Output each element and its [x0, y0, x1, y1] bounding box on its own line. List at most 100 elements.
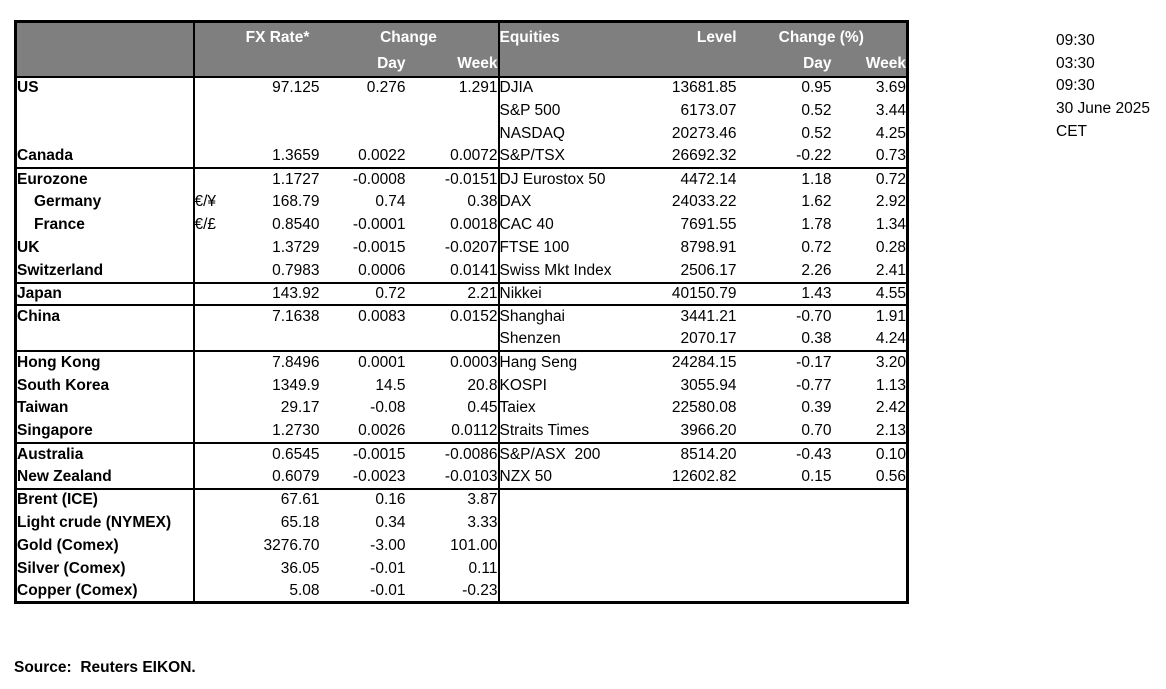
currency-pair-cell [193, 350, 236, 375]
equity-day-change-cell: 0.52 [801, 124, 832, 142]
equity-level-cell: 7691.55 [680, 216, 737, 234]
equity-week-change-cell: 3.69 [875, 79, 906, 97]
equity-day-change-cell: 0.72 [801, 239, 832, 257]
currency-pair-cell [194, 534, 236, 557]
equity-level-cell: 26692.32 [671, 147, 737, 165]
fx-day-change-cell: 14.5 [375, 376, 406, 394]
fx-week-change-cell: 0.0152 [405, 304, 500, 329]
equity-name-cell: Shenzen [499, 330, 561, 348]
table-row: Eurozone 1.1727 -0.0008 -0.0151 DJ Euros… [15, 167, 908, 191]
corner-cell [15, 21, 195, 53]
fx-day-change-cell: -0.0015 [352, 239, 406, 257]
fx-rate-cell: 7.8496 [235, 350, 320, 375]
market-data-table: FX Rate* Change Equities Level Change (%… [14, 20, 909, 605]
level-header: Level [650, 21, 737, 53]
header-spacer [15, 52, 195, 78]
fx-week-change-cell: -0.0207 [405, 236, 500, 260]
equity-level-cell: 2070.17 [680, 330, 737, 348]
timestamp-line: CET [1056, 122, 1087, 140]
table-row: Germany €/¥ 168.79 0.74 0.38 DAX 24033.2… [15, 190, 908, 214]
table-row: Light crude (NYMEX) 65.18 0.34 3.33 [15, 511, 908, 535]
table-row: Canada 1.3659 0.0022 0.0072 S&P/TSX 2669… [15, 145, 908, 169]
equity-level-cell [651, 580, 737, 603]
fx-rate-cell: 7.1638 [235, 304, 320, 329]
equity-level-cell: 2506.17 [680, 261, 737, 279]
fx-week-change-cell: 0.0072 [405, 145, 500, 169]
fx-rate-cell: 1.2730 [272, 421, 320, 439]
equity-name-cell: Taiex [499, 399, 536, 417]
currency-pair-cell [194, 145, 236, 168]
fx-day-change-cell: -3.00 [370, 536, 406, 554]
equity-level-cell: 22580.08 [671, 399, 737, 417]
currency-pair-cell: €/¥ [194, 193, 217, 211]
fx-week-change-cell: 0.0112 [405, 419, 500, 443]
fx-rate-cell: 0.8540 [272, 216, 320, 234]
fx-rate-cell: 143.92 [235, 281, 320, 306]
fx-day-change-cell: 0.0001 [319, 350, 406, 375]
fx-day-change-cell: -0.0015 [319, 441, 406, 466]
country-name-cell: Japan [15, 281, 195, 306]
table-body: US 97.125 0.276 1.291 DJIA 13681.85 0.95… [15, 76, 908, 603]
fx-rate-cell [236, 99, 320, 122]
equity-week-change-cell [832, 557, 908, 580]
equity-name-cell: S&P 500 [499, 101, 561, 119]
timestamp-line: 30 June 2025 [1056, 100, 1150, 118]
fx-week-change-cell [405, 328, 500, 352]
country-name-cell [15, 99, 195, 123]
equity-name-cell [499, 557, 651, 580]
country-name-cell: Singapore [15, 419, 195, 443]
fx-week-change-cell: -0.23 [405, 580, 500, 603]
change-header: Change [319, 21, 500, 53]
equity-name-cell: S&P/TSX [499, 147, 565, 165]
pair-header-spacer [193, 21, 236, 53]
currency-pair-cell [193, 304, 236, 329]
header-spacer [650, 52, 737, 78]
equity-day-change-cell [737, 511, 832, 534]
currency-pair-cell [194, 260, 236, 283]
header-spacer [235, 52, 320, 78]
currency-pair-cell [194, 122, 236, 145]
fx-day-change-cell: -0.0023 [352, 467, 406, 485]
equity-day-change-cell: 0.70 [801, 421, 832, 439]
equity-day-change-cell: 0.38 [801, 330, 832, 348]
equity-week-change-cell: 3.20 [831, 350, 908, 375]
equity-week-change-cell: 1.13 [875, 376, 906, 394]
fx-week-change-cell: 101.00 [405, 534, 500, 558]
fx-day-change-cell: 0.0022 [358, 147, 406, 165]
fx-week-change-cell: 1.291 [405, 76, 500, 100]
footer: Source: Reuters EIKON. * FX Rate for USD… [14, 609, 806, 689]
equity-name-cell: Shanghai [498, 304, 651, 329]
equity-week-change-cell: 2.42 [875, 399, 906, 417]
fx-week-change-cell: 20.8 [405, 374, 500, 397]
table-row: Shenzen 2070.17 0.38 4.24 [15, 328, 908, 352]
equity-name-cell: Hang Seng [498, 350, 651, 375]
currency-pair-cell [194, 420, 236, 443]
equity-name-cell: DJIA [499, 79, 534, 97]
fx-day-change-cell [320, 99, 406, 122]
equity-week-change-cell [832, 580, 908, 603]
equity-day-change-cell: -0.22 [796, 147, 832, 165]
equity-day-change-cell: 1.18 [736, 167, 832, 191]
currency-pair-cell [194, 557, 236, 580]
equity-name-cell [499, 511, 651, 534]
equity-name-cell: FTSE 100 [499, 239, 570, 257]
equity-level-cell: 20273.46 [671, 124, 737, 142]
equity-week-change-cell: 4.55 [831, 281, 908, 306]
fx-day-change-cell: -0.01 [370, 559, 406, 577]
country-name-cell: Gold (Comex) [15, 534, 195, 558]
equity-name-cell: CAC 40 [499, 216, 554, 234]
equity-level-cell [651, 511, 737, 534]
country-name-cell: South Korea [15, 374, 195, 397]
equity-level-cell: 4472.14 [650, 167, 737, 191]
equity-day-change-cell: -0.70 [736, 304, 832, 329]
country-name-cell: New Zealand [15, 465, 195, 489]
country-name-cell: Brent (ICE) [15, 487, 195, 512]
fx-week-change-cell: 2.21 [405, 281, 500, 306]
equity-week-change-cell: 0.72 [831, 167, 908, 191]
fx-week-change-cell: -0.0103 [405, 465, 500, 489]
equity-week-change-cell: 2.41 [875, 261, 906, 279]
country-name-cell: Hong Kong [15, 350, 195, 375]
equity-name-cell [499, 534, 651, 557]
fx-day-header: Day [319, 52, 406, 78]
equity-week-change-cell [832, 534, 908, 557]
